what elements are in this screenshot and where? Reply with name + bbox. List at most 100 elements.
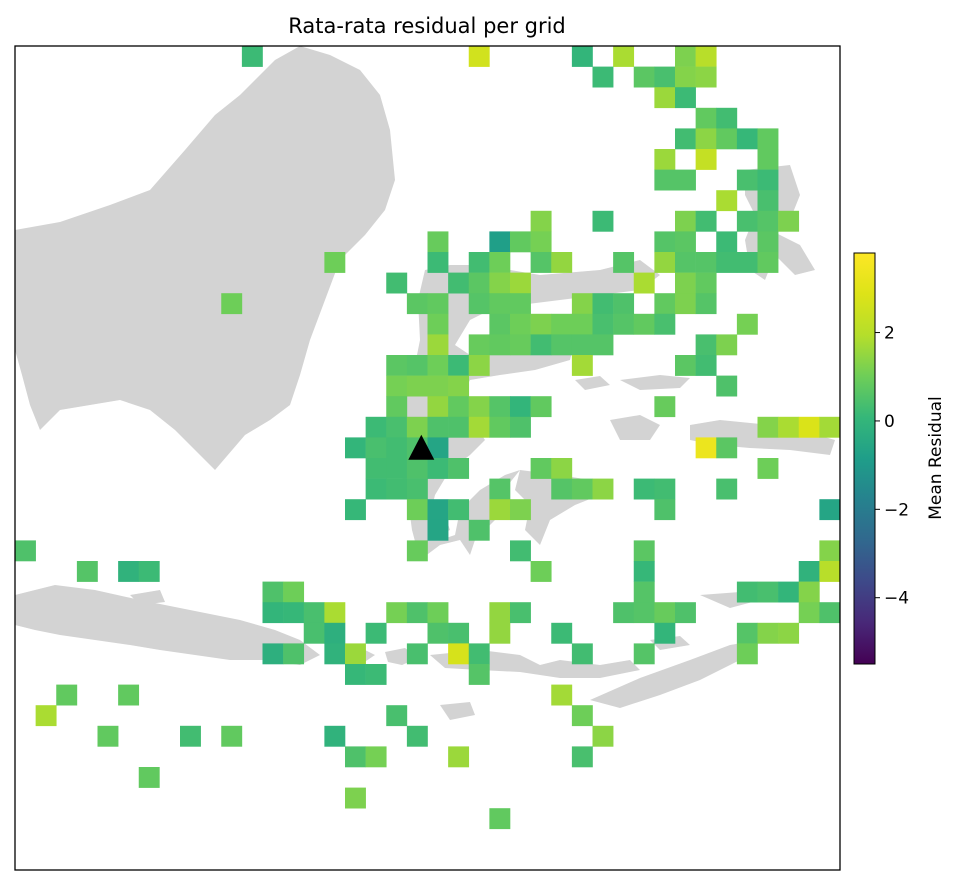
grid-cell (530, 210, 552, 232)
java-landmass (15, 585, 320, 665)
grid-cell (510, 396, 531, 418)
grid-cell (283, 602, 305, 624)
grid-cell (654, 478, 676, 500)
grid-cell (406, 293, 428, 315)
grid-cell (819, 499, 840, 521)
grid-cell (510, 416, 531, 438)
grid-cell (118, 561, 140, 582)
grid-cell (613, 46, 635, 67)
grid-cell (489, 293, 511, 315)
grid-cell (695, 149, 717, 170)
map-frame (14, 45, 841, 871)
grid-cell (571, 643, 593, 665)
colorbar-tick-label: 2 (884, 324, 895, 344)
grid-cell (427, 313, 449, 335)
grid-cell (675, 169, 696, 191)
grid-cell (510, 334, 531, 356)
grid-cell (654, 313, 676, 335)
grid-cell (427, 396, 449, 418)
grid-cell (633, 66, 655, 88)
grid-cell (675, 46, 696, 67)
grid-cell (798, 581, 820, 603)
grid-cell (262, 643, 284, 665)
grid-cell (427, 416, 449, 438)
grid-cell (468, 643, 490, 665)
grid-cell (468, 334, 490, 356)
grid-cell (592, 293, 614, 315)
grid-cell (736, 169, 758, 191)
grid-cell (633, 272, 655, 294)
grid-cell (695, 46, 717, 67)
grid-cell (675, 128, 696, 150)
grid-cell (654, 66, 676, 88)
grid-cell (675, 272, 696, 294)
grid-cell (365, 622, 387, 644)
grid-cell (819, 561, 840, 582)
colorbar: 2 0 −2 −4 Mean Residual (853, 252, 946, 665)
grid-cell (695, 252, 717, 273)
grid-cell (530, 334, 552, 356)
grid-cell (675, 231, 696, 253)
grid-cell (592, 313, 614, 335)
grid-cell (365, 746, 387, 768)
grid-cell (551, 622, 573, 644)
grid-cell (345, 437, 366, 459)
grid-cell (386, 478, 408, 500)
grid-cell (283, 581, 305, 603)
grid-cell (695, 355, 717, 376)
grid-cell (448, 643, 470, 665)
grid-cell (716, 252, 738, 273)
grid-cell (489, 602, 511, 624)
grid-cell (613, 252, 635, 273)
grid-cell (778, 210, 800, 232)
grid-cell (345, 643, 366, 665)
grid-cell (736, 643, 758, 665)
grid-cell (427, 519, 449, 541)
grid-cell (324, 622, 346, 644)
grid-cell (468, 46, 490, 67)
grid-cell (675, 66, 696, 88)
grid-cell (675, 87, 696, 109)
sula-islands (620, 375, 690, 390)
grid-cell (654, 499, 676, 521)
grid-cell (736, 313, 758, 335)
colorbar-gradient (854, 253, 875, 664)
grid-cell (510, 293, 531, 315)
grid-cell (489, 808, 511, 830)
grid-cell (365, 478, 387, 500)
grid-cell (695, 107, 717, 129)
grid-cell (654, 293, 676, 315)
grid-cell (633, 581, 655, 603)
grid-cell (633, 602, 655, 624)
grid-cell (757, 581, 779, 603)
grid-cell (551, 458, 573, 479)
grid-cell (757, 622, 779, 644)
grid-cell (633, 313, 655, 335)
map-title: Rata-rata residual per grid (288, 14, 566, 38)
grid-cell (571, 293, 593, 315)
grid-cell (489, 416, 511, 438)
grid-cell (675, 210, 696, 232)
grid-cell (365, 437, 387, 459)
grid-cell (695, 293, 717, 315)
grid-cell (675, 293, 696, 315)
grid-cell (427, 231, 449, 253)
grid-cell (510, 540, 531, 562)
grid-cell (303, 622, 325, 644)
grid-cell (510, 231, 531, 253)
grid-cell (468, 293, 490, 315)
grid-cell (510, 602, 531, 624)
grid-cell (695, 334, 717, 356)
grid-cell (530, 252, 552, 273)
grid-cell (138, 561, 160, 582)
grid-cell (819, 416, 840, 438)
grid-cell (571, 478, 593, 500)
grid-cell (819, 602, 840, 624)
grid-cell (365, 664, 387, 685)
grid-cell (468, 519, 490, 541)
grid-cell (695, 437, 717, 459)
grid-cell (654, 231, 676, 253)
grid-cell (386, 272, 408, 294)
grid-cell (427, 293, 449, 315)
